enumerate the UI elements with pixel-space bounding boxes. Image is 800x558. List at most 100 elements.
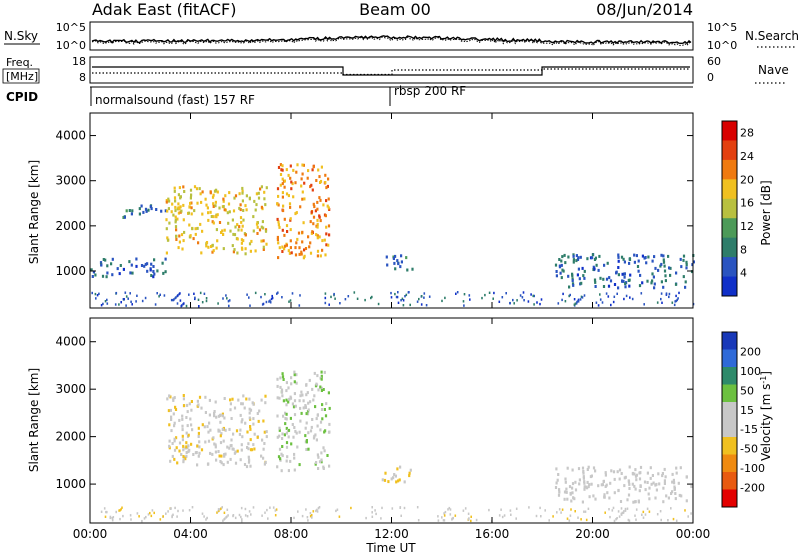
ground-cell bbox=[535, 514, 538, 518]
data-cell-1 bbox=[181, 428, 184, 432]
data-cell-6 bbox=[129, 271, 132, 275]
data-cell-1 bbox=[138, 207, 141, 211]
ground-cell bbox=[173, 298, 175, 301]
ground-cell bbox=[573, 303, 576, 306]
ground-cell bbox=[452, 516, 454, 520]
data-cell-2 bbox=[264, 203, 267, 207]
data-cell-3 bbox=[318, 214, 321, 218]
data-cell-6 bbox=[162, 271, 165, 275]
ground-cell bbox=[527, 300, 530, 303]
ground-cell bbox=[566, 517, 569, 520]
data-cell-2 bbox=[201, 229, 204, 233]
data-cell-3 bbox=[316, 254, 319, 258]
ground-cell bbox=[617, 510, 620, 513]
data-cell-3 bbox=[313, 205, 316, 209]
ground-cell bbox=[402, 299, 405, 302]
colorbar-tick-label: 28 bbox=[740, 127, 754, 140]
data-cell-6 bbox=[135, 257, 138, 261]
data-cell-1 bbox=[171, 442, 174, 445]
data-cell-1 bbox=[265, 430, 268, 434]
data-cell-2 bbox=[174, 220, 177, 224]
data-cell-1 bbox=[221, 427, 224, 431]
data-cell-1 bbox=[219, 460, 222, 463]
ground-cell bbox=[120, 508, 122, 511]
data-cell-1 bbox=[217, 428, 220, 432]
data-cell-5 bbox=[644, 256, 647, 259]
data-cell-5 bbox=[680, 265, 683, 269]
data-cell-2 bbox=[314, 462, 317, 466]
ground-cell bbox=[574, 302, 577, 305]
freq-left-tick-top: 18 bbox=[72, 55, 86, 68]
data-cell-3 bbox=[325, 232, 328, 236]
data-cell-3 bbox=[277, 223, 280, 227]
data-cell-1 bbox=[252, 417, 255, 421]
data-cell-4 bbox=[574, 480, 577, 484]
data-cell-1 bbox=[173, 424, 176, 428]
data-cell-2 bbox=[321, 417, 324, 421]
ground-cell bbox=[509, 302, 511, 305]
data-cell-2 bbox=[289, 459, 292, 463]
data-cell-2 bbox=[222, 233, 225, 236]
data-cell-2 bbox=[182, 239, 185, 243]
nave-label: Nave bbox=[758, 63, 789, 77]
ground-cell bbox=[301, 514, 304, 518]
ground-cell bbox=[197, 298, 200, 301]
ground-cell bbox=[580, 518, 582, 521]
data-cell-1 bbox=[245, 397, 248, 401]
ground-cell bbox=[677, 297, 679, 300]
data-cell-1 bbox=[262, 456, 265, 460]
noise-left-label: N.Sky bbox=[4, 29, 38, 43]
data-cell-4 bbox=[571, 482, 575, 486]
ground-cell bbox=[581, 296, 584, 299]
data-cell-3 bbox=[277, 241, 280, 245]
ground-cell bbox=[488, 291, 491, 294]
data-cell-1 bbox=[228, 427, 231, 431]
data-cell-2 bbox=[276, 396, 279, 400]
data-cell-1 bbox=[182, 448, 185, 452]
data-cell-3 bbox=[319, 254, 322, 258]
ground-cell bbox=[530, 293, 532, 296]
ground-cell bbox=[515, 507, 518, 510]
data-cell-2 bbox=[244, 233, 247, 237]
data-cell-3 bbox=[281, 228, 284, 232]
ground-cell bbox=[109, 515, 112, 519]
data-cell-5 bbox=[617, 253, 620, 257]
data-cell-3 bbox=[294, 212, 297, 216]
data-cell-3 bbox=[390, 477, 393, 481]
data-cell-1 bbox=[200, 406, 203, 410]
ground-cell bbox=[684, 509, 686, 512]
data-cell-1 bbox=[173, 448, 177, 452]
data-cell-3 bbox=[395, 480, 398, 484]
ground-cell bbox=[447, 508, 449, 511]
data-cell-5 bbox=[653, 282, 656, 286]
data-cell-3 bbox=[277, 203, 280, 207]
data-cell-2 bbox=[262, 248, 265, 251]
ground-cell bbox=[528, 506, 530, 509]
data-cell-2 bbox=[298, 430, 301, 434]
data-cell-3 bbox=[310, 210, 313, 214]
ground-cell bbox=[443, 514, 446, 517]
data-cell-3 bbox=[303, 248, 306, 252]
colorbar-swatch bbox=[722, 402, 737, 420]
data-cell-4 bbox=[657, 472, 660, 476]
data-cell-2 bbox=[227, 202, 231, 206]
ground-cell bbox=[672, 517, 675, 521]
ground-cell bbox=[167, 510, 169, 513]
data-cell-5 bbox=[667, 254, 670, 258]
data-cell-1 bbox=[230, 438, 233, 442]
data-cell-5 bbox=[572, 258, 575, 262]
data-cell-3 bbox=[302, 221, 305, 225]
data-cell-2 bbox=[216, 190, 219, 194]
data-cell-1 bbox=[208, 421, 211, 425]
data-cell-2 bbox=[167, 207, 170, 211]
ground-cell bbox=[470, 515, 472, 518]
x-axis-ticks: 00:00 04:00 08:00 12:00 16:00 20:00 00:00 bbox=[73, 113, 710, 541]
ground-cell bbox=[399, 506, 402, 509]
data-cell-2 bbox=[284, 411, 287, 415]
data-cell-4 bbox=[592, 494, 595, 498]
ground-cell bbox=[420, 303, 423, 306]
data-cell-4 bbox=[618, 468, 622, 472]
data-cell-1 bbox=[239, 428, 242, 432]
data-cell-4 bbox=[590, 482, 593, 486]
